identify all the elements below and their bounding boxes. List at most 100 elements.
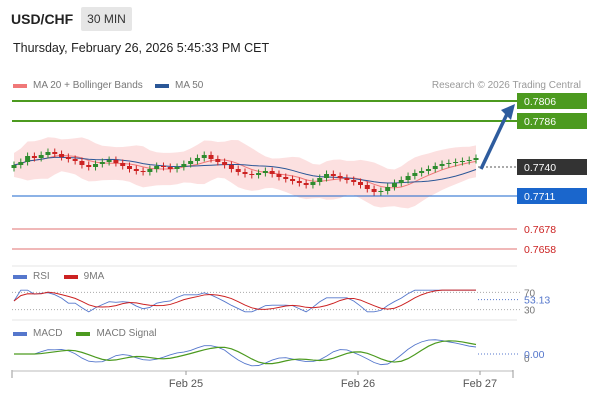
macd-line — [14, 339, 477, 367]
candle-body — [147, 169, 153, 172]
candle-body — [11, 165, 17, 168]
candle-body — [52, 152, 58, 154]
candle-body — [262, 171, 268, 173]
candle-body — [181, 164, 187, 167]
candle-body — [167, 167, 173, 169]
legend-rsi-ma-label: 9MA — [83, 271, 105, 282]
candle-body — [330, 174, 336, 176]
candle-body — [473, 158, 479, 160]
candle-body — [127, 166, 132, 169]
candle-body — [303, 183, 309, 185]
chart-datetime: Thursday, February 26, 2026 5:45:33 PM C… — [13, 41, 270, 55]
macd-current-value: 0.00 — [524, 349, 545, 361]
current-price-box — [517, 159, 587, 175]
legend-ma50: MA 50 — [155, 80, 203, 91]
candle-body — [113, 160, 119, 163]
candle-body — [337, 176, 343, 178]
x-tick-label: Feb 27 — [463, 378, 497, 390]
rsi-ma-swatch — [63, 274, 78, 279]
candle-body — [18, 162, 24, 165]
candle-body — [290, 179, 296, 181]
candle-body — [235, 169, 241, 172]
candle-body — [106, 160, 112, 162]
candle-body — [432, 166, 438, 169]
legend-macd-label: MACD — [33, 328, 63, 339]
support-label-box — [517, 188, 587, 204]
time-axis: Feb 25 Feb 26 Feb 27 — [11, 370, 514, 390]
legend-rsi-label: RSI — [33, 271, 50, 282]
legend-rsi: RSI 9MA — [13, 271, 104, 282]
candle-body — [154, 166, 160, 169]
candle-body — [459, 161, 465, 162]
candle-body — [99, 162, 105, 164]
candle-body — [398, 180, 404, 183]
candle-body — [466, 160, 472, 161]
rsi-line — [13, 289, 476, 313]
ma20-line — [13, 154, 477, 189]
rsi-tick: 70 — [524, 288, 536, 299]
symbol-title: USD/CHF — [11, 11, 74, 27]
candle-body — [269, 171, 275, 174]
legend-ma20: MA 20 + Bollinger Bands — [13, 80, 143, 91]
candle-body — [45, 152, 51, 155]
candle-body — [419, 171, 425, 173]
rsi-current-value: 53.13 — [524, 295, 550, 307]
rsi-tick: 30 — [524, 306, 536, 317]
legend-macd: MACD MACD Signal — [13, 328, 156, 339]
candle-body — [249, 174, 255, 175]
resistance-label-box — [517, 113, 587, 129]
resistance-label: 0.7806 — [524, 96, 556, 108]
candle-body — [317, 178, 323, 182]
rsi-swatch — [13, 274, 27, 279]
candle-body — [93, 164, 99, 167]
candle-body — [344, 178, 350, 180]
candle-body — [412, 173, 418, 176]
legend-ma50-label: MA 50 — [175, 80, 204, 91]
candle-body — [65, 157, 71, 159]
candle-body — [405, 176, 411, 180]
timeframe-badge[interactable]: 30 MIN — [81, 7, 132, 31]
candle-body — [385, 187, 391, 191]
candle-body — [72, 159, 78, 161]
candle-body — [351, 180, 357, 182]
candle-body — [79, 161, 85, 165]
x-tick-label: Feb 25 — [169, 378, 203, 390]
candle-body — [174, 167, 180, 169]
candle-body — [391, 183, 397, 187]
legend-macd-signal-label: MACD Signal — [96, 328, 157, 339]
candle-body — [208, 155, 214, 159]
candle-body — [201, 155, 207, 158]
candle-body — [358, 182, 363, 185]
candle-body — [188, 161, 194, 164]
x-tick-label: Feb 26 — [341, 378, 375, 390]
candle-body — [256, 173, 262, 175]
candle-body — [86, 165, 92, 167]
candle-body — [310, 182, 316, 185]
target-label: 0.7658 — [524, 244, 556, 256]
candle-body — [59, 154, 65, 157]
candle-body — [439, 164, 445, 166]
macd-signal-swatch — [76, 331, 91, 336]
resistance-label: 0.7786 — [524, 116, 556, 128]
candle-body — [31, 156, 37, 158]
macd-panel: 00.00 — [12, 319, 545, 367]
current-price-label: 0.7740 — [524, 162, 556, 174]
candle-body — [364, 185, 370, 189]
research-credit: Research © 2026 Trading Central — [431, 80, 581, 91]
candle-body — [296, 181, 302, 183]
candle-body — [378, 191, 384, 192]
resistance-label-box — [517, 93, 587, 109]
ma50-swatch — [155, 83, 169, 88]
candle-body — [160, 166, 166, 167]
macd-signal-line — [14, 340, 477, 365]
ma20-swatch — [13, 83, 27, 88]
price-levels: 0.7806 0.7786 0.7740 0.7711 0.7678 0.7658 — [12, 93, 587, 256]
candle-body — [453, 162, 459, 163]
candle-body — [215, 159, 221, 162]
candle-body — [25, 156, 31, 162]
forecast-arrow-shaft — [479, 113, 509, 170]
candle-body — [283, 177, 289, 179]
candles — [11, 148, 479, 196]
